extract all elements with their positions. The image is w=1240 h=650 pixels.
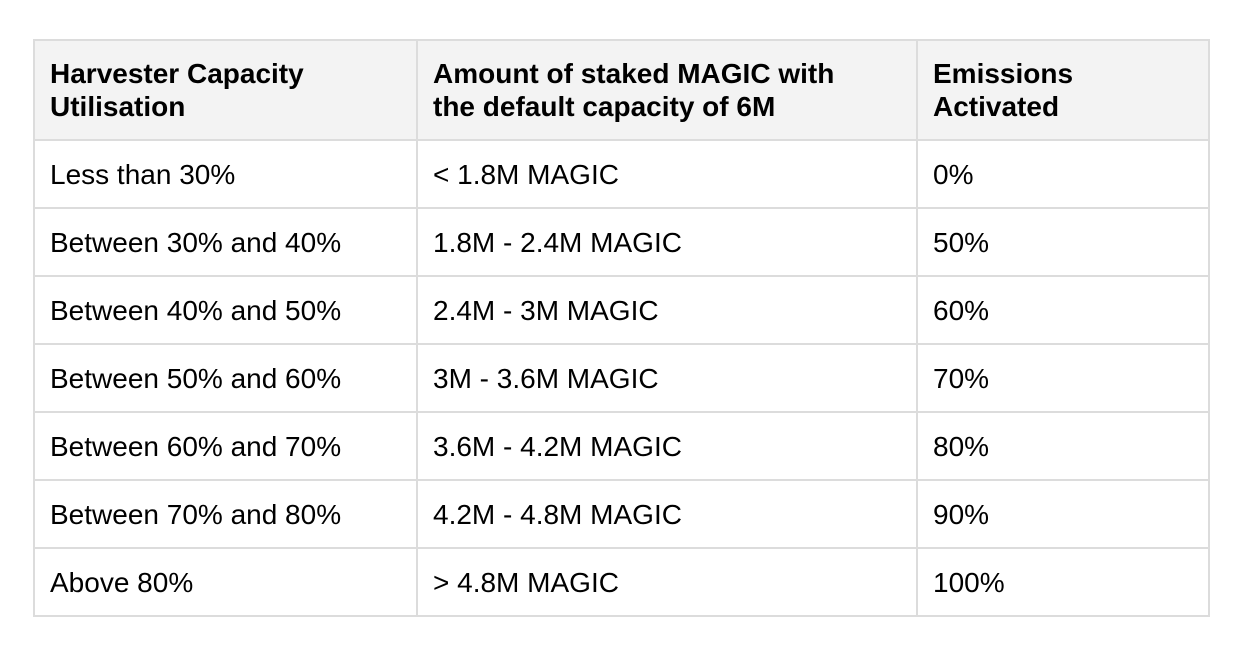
table-row: Above 80% > 4.8M MAGIC 100% [33, 547, 1210, 617]
cell-staked-magic: > 4.8M MAGIC [416, 547, 918, 617]
table-row: Between 30% and 40% 1.8M - 2.4M MAGIC 50… [33, 207, 1210, 277]
cell-capacity-utilisation: Between 40% and 50% [33, 275, 418, 345]
cell-capacity-utilisation: Less than 30% [33, 139, 418, 209]
table-body: Less than 30% < 1.8M MAGIC 0% Between 30… [33, 139, 1210, 617]
header-capacity-utilisation: Harvester Capacity Utilisation [33, 39, 418, 141]
table-row: Between 40% and 50% 2.4M - 3M MAGIC 60% [33, 275, 1210, 345]
cell-capacity-utilisation: Between 70% and 80% [33, 479, 418, 549]
header-line: the default capacity of 6M [433, 91, 776, 122]
header-emissions-activated: Emissions Activated [916, 39, 1210, 141]
cell-staked-magic: 3M - 3.6M MAGIC [416, 343, 918, 413]
cell-capacity-utilisation: Between 50% and 60% [33, 343, 418, 413]
header-line: Activated [933, 91, 1060, 122]
table-header: Harvester Capacity Utilisation Amount of… [33, 39, 1210, 141]
cell-staked-magic: 2.4M - 3M MAGIC [416, 275, 918, 345]
header-row: Harvester Capacity Utilisation Amount of… [33, 39, 1210, 141]
header-staked-magic: Amount of staked MAGIC with the default … [416, 39, 918, 141]
cell-staked-magic: < 1.8M MAGIC [416, 139, 918, 209]
cell-capacity-utilisation: Between 60% and 70% [33, 411, 418, 481]
cell-emissions-activated: 0% [916, 139, 1210, 209]
header-line: Utilisation [50, 91, 186, 122]
cell-staked-magic: 4.2M - 4.8M MAGIC [416, 479, 918, 549]
cell-emissions-activated: 80% [916, 411, 1210, 481]
cell-staked-magic: 3.6M - 4.2M MAGIC [416, 411, 918, 481]
cell-emissions-activated: 70% [916, 343, 1210, 413]
table-row: Between 50% and 60% 3M - 3.6M MAGIC 70% [33, 343, 1210, 413]
table-row: Less than 30% < 1.8M MAGIC 0% [33, 139, 1210, 209]
cell-capacity-utilisation: Between 30% and 40% [33, 207, 418, 277]
cell-staked-magic: 1.8M - 2.4M MAGIC [416, 207, 918, 277]
header-line: Harvester Capacity [50, 58, 304, 89]
header-line: Amount of staked MAGIC with [433, 58, 835, 89]
cell-capacity-utilisation: Above 80% [33, 547, 418, 617]
cell-emissions-activated: 60% [916, 275, 1210, 345]
cell-emissions-activated: 100% [916, 547, 1210, 617]
table-row: Between 60% and 70% 3.6M - 4.2M MAGIC 80… [33, 411, 1210, 481]
emissions-table: Harvester Capacity Utilisation Amount of… [33, 39, 1210, 617]
table-row: Between 70% and 80% 4.2M - 4.8M MAGIC 90… [33, 479, 1210, 549]
cell-emissions-activated: 50% [916, 207, 1210, 277]
cell-emissions-activated: 90% [916, 479, 1210, 549]
header-line: Emissions [933, 58, 1074, 89]
